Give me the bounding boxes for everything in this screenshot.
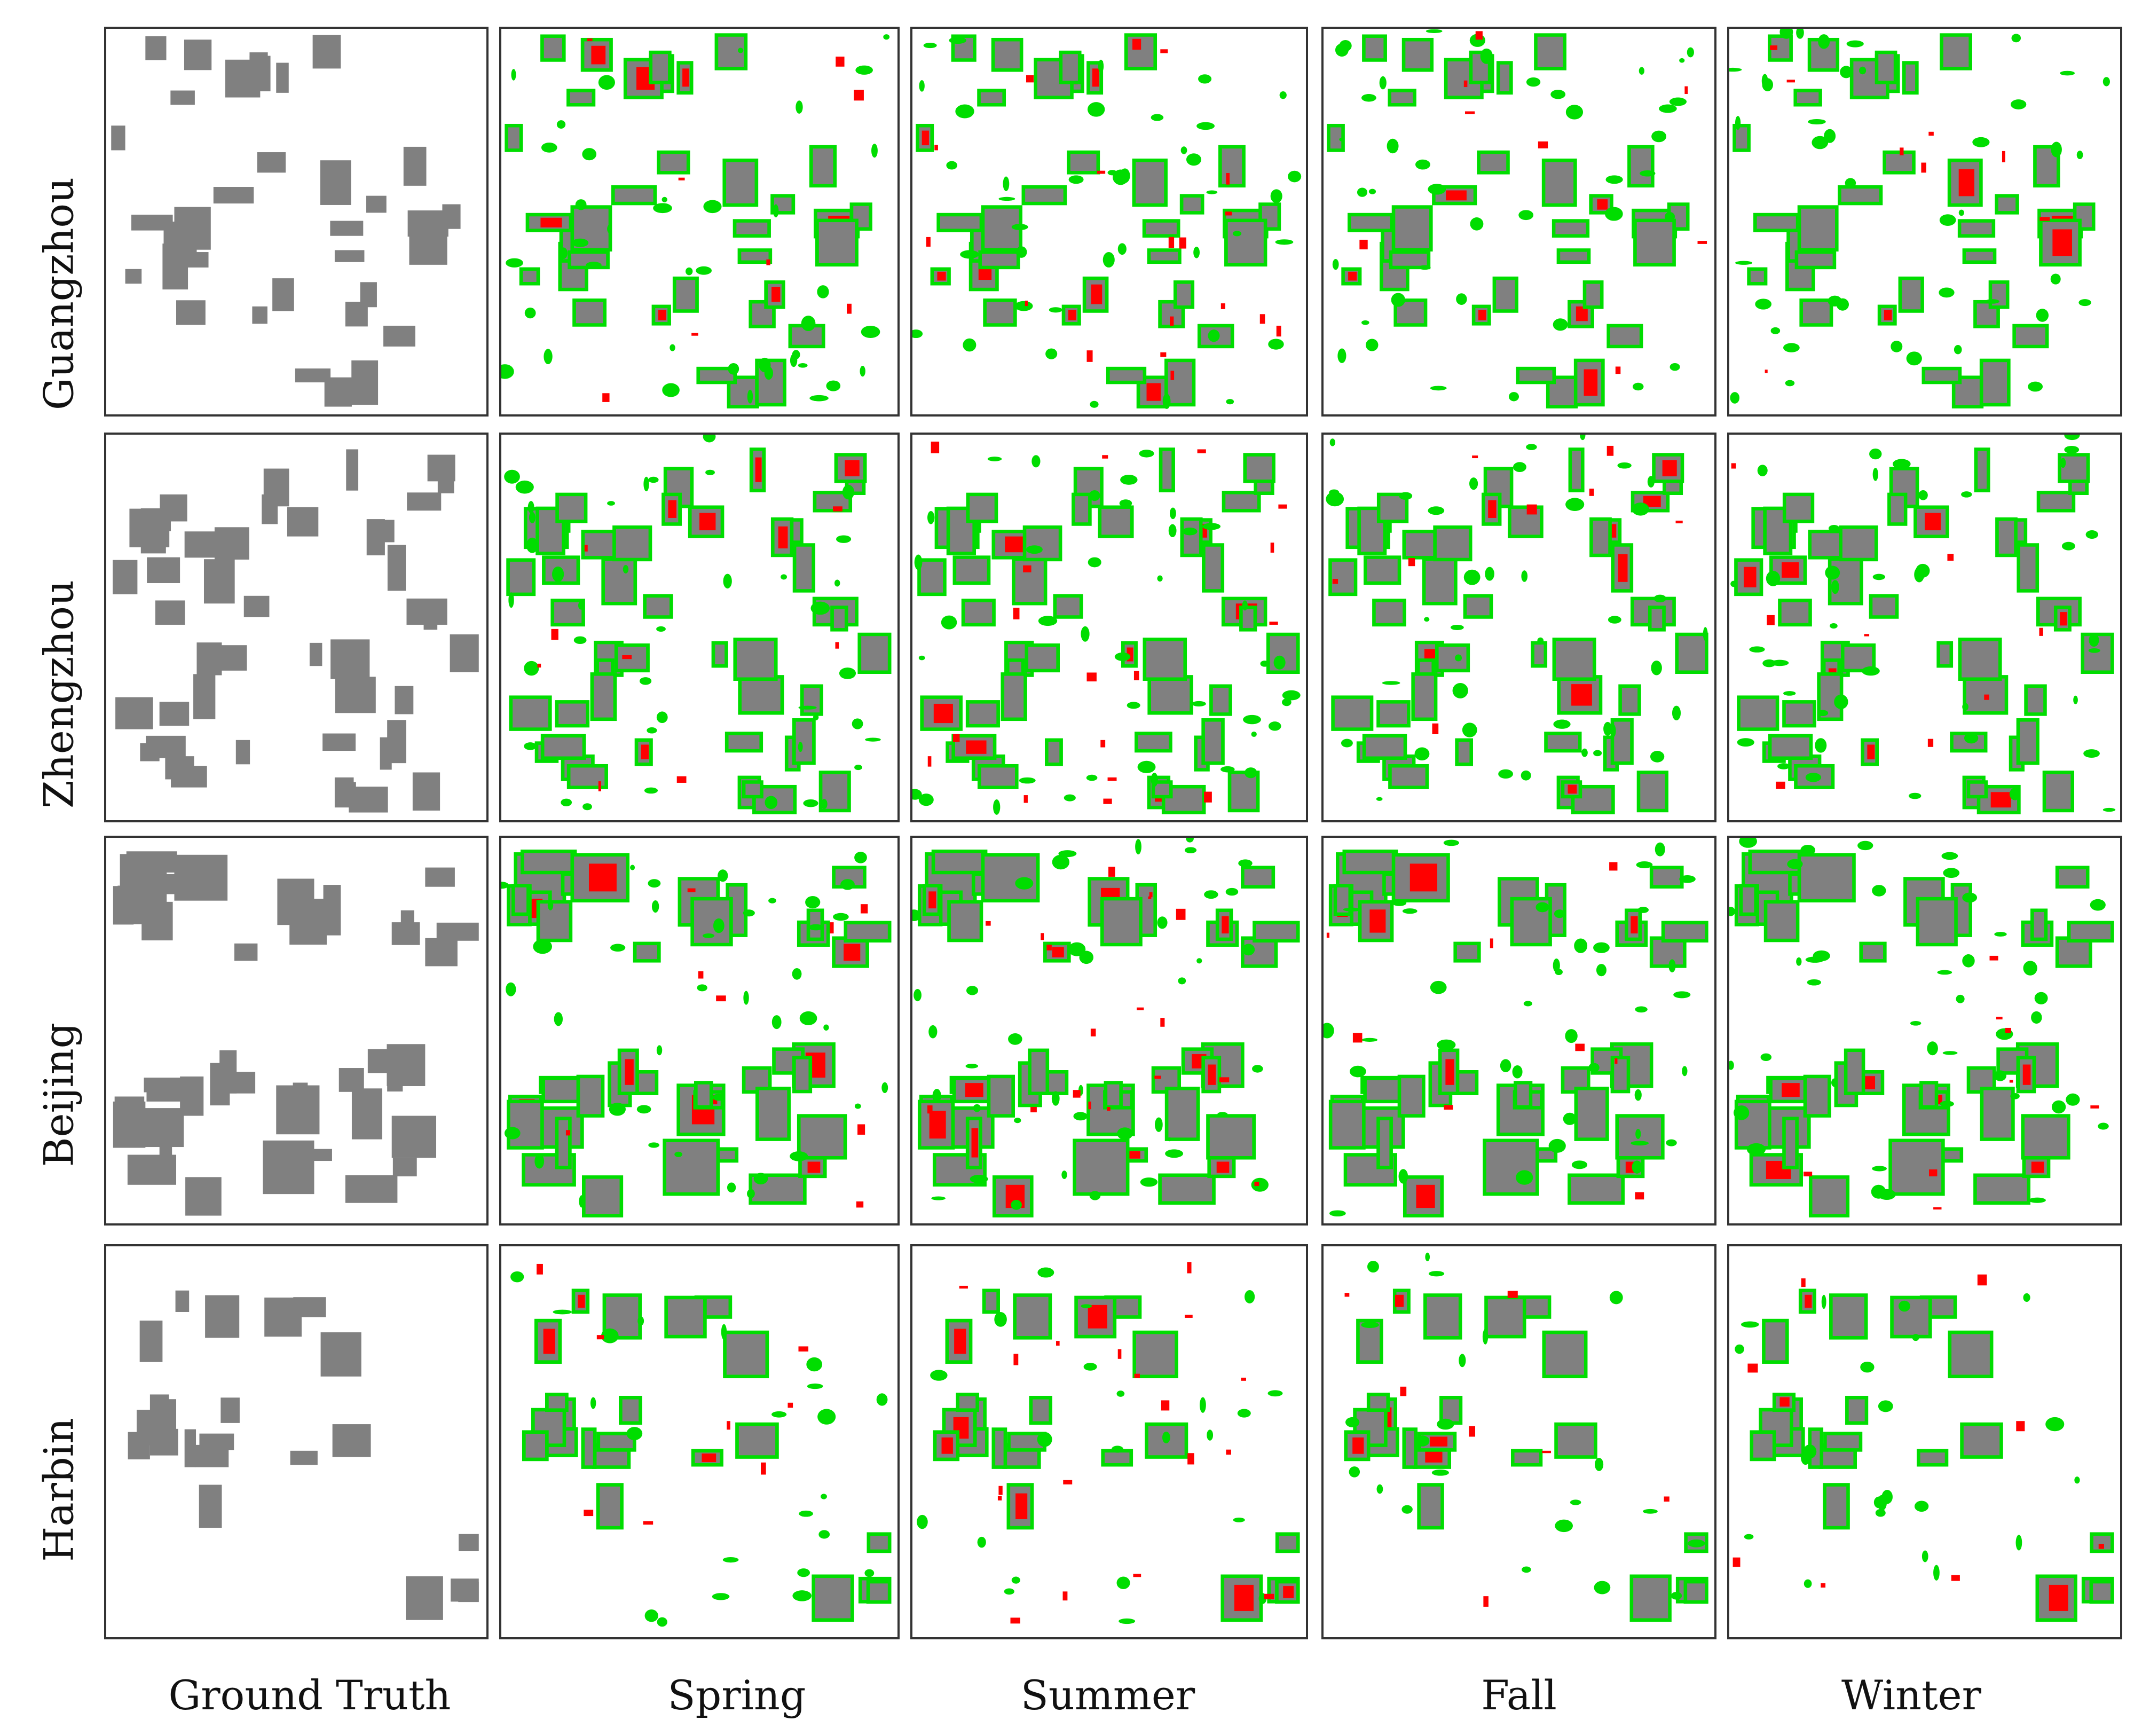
map-panel-harbin-winter (1727, 1244, 2122, 1639)
segmentation-map (1327, 29, 1707, 409)
segmentation-map (912, 441, 1301, 815)
segmentation-map (917, 1262, 1300, 1624)
segmentation-map (1732, 1274, 2114, 1622)
map-panel-harbin-summer (910, 1244, 1308, 1639)
segmentation-map (501, 850, 892, 1217)
map-panel-guangzhou-summer (910, 27, 1308, 417)
segmentation-map (504, 435, 892, 814)
segmentation-map (501, 33, 890, 409)
map-panel-guangzhou-fall (1321, 27, 1716, 417)
segmentation-map (111, 35, 461, 407)
column-label-spring: Spring (667, 1671, 806, 1719)
column-label-ground-truth: Ground Truth (168, 1671, 451, 1719)
segmentation-map (128, 1290, 479, 1620)
map-panel-zhengzhou-ground-truth (104, 433, 489, 822)
map-panel-harbin-fall (1321, 1244, 1716, 1639)
map-panel-beijing-spring (499, 836, 900, 1226)
column-label-winter: Winter (1841, 1671, 1981, 1719)
map-panel-harbin-ground-truth (104, 1244, 489, 1639)
segmentation-map (113, 851, 479, 1216)
map-panel-beijing-summer (910, 836, 1308, 1226)
map-panel-beijing-fall (1321, 836, 1716, 1226)
segmentation-map (912, 838, 1300, 1217)
map-panel-zhengzhou-summer (910, 433, 1308, 822)
segmentation-map (1326, 435, 1708, 814)
segmentation-map (510, 1263, 892, 1627)
map-panel-zhengzhou-winter (1727, 433, 2122, 822)
map-panel-beijing-ground-truth (104, 836, 489, 1226)
column-label-fall: Fall (1481, 1671, 1557, 1719)
map-panel-beijing-winter (1727, 836, 2122, 1226)
map-panel-zhengzhou-fall (1321, 433, 1716, 822)
segmentation-map (1730, 435, 2116, 814)
map-panel-zhengzhou-spring (499, 433, 900, 822)
map-panel-guangzhou-ground-truth (104, 27, 489, 417)
column-label-summer: Summer (1020, 1671, 1195, 1719)
segmentation-map (912, 33, 1302, 409)
segmentation-map (1324, 839, 1708, 1217)
map-panel-harbin-spring (499, 1244, 900, 1639)
segmentation-map (1729, 29, 2110, 409)
map-panel-guangzhou-spring (499, 27, 900, 417)
map-panel-guangzhou-winter (1727, 27, 2122, 417)
segmentation-map (113, 449, 479, 813)
segmentation-map (1344, 1252, 1708, 1622)
segmentation-map (1729, 838, 2114, 1217)
